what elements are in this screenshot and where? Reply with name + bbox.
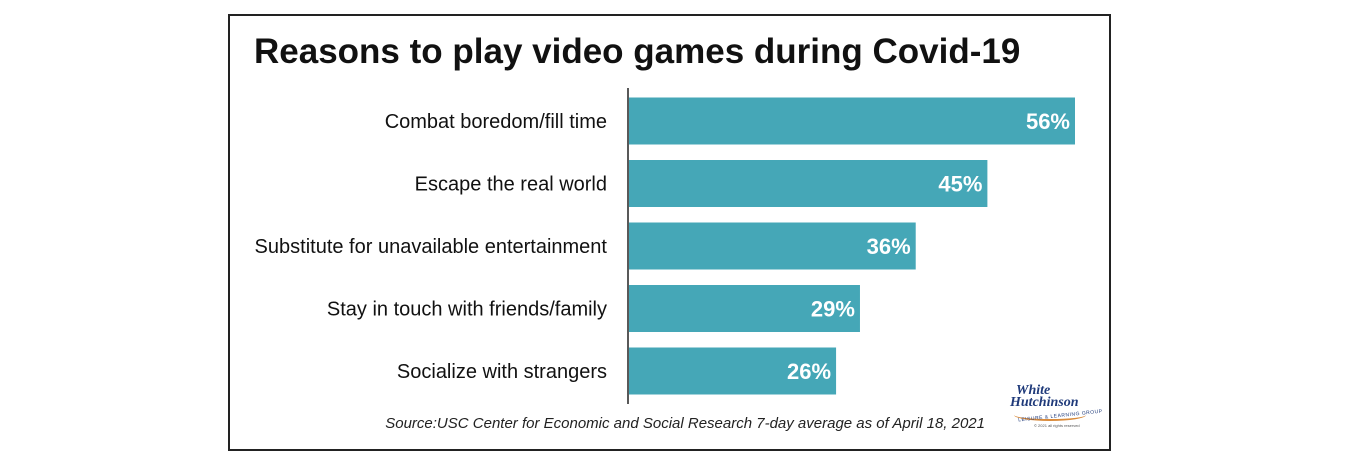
value-label-5: 26%	[787, 359, 831, 384]
category-label-2: Escape the real world	[415, 174, 607, 196]
white-hutchinson-logo: White Hutchinson LEISURE & LEARNING GROU…	[1010, 383, 1103, 434]
bar-4	[629, 285, 860, 332]
value-label-2: 45%	[938, 172, 982, 197]
category-label-1: Combat boredom/fill time	[385, 111, 607, 133]
source-note: Source:USC Center for Economic and Socia…	[385, 415, 985, 432]
category-label-3: Substitute for unavailable entertainment	[255, 236, 608, 258]
logo-copyright: © 2021 all rights reserved	[1034, 423, 1080, 428]
bar-5	[629, 347, 837, 395]
bars-group: Combat boredom/fill time 56% Escape the re…	[255, 97, 1075, 395]
value-label-4: 29%	[811, 297, 855, 322]
bar-2	[629, 160, 988, 207]
value-label-1: 56%	[1026, 109, 1070, 134]
bar-3	[629, 222, 916, 270]
bar-1	[629, 97, 1075, 145]
logo-swoosh-icon	[1014, 409, 1086, 421]
category-label-4: Stay in touch with friends/family	[327, 299, 607, 321]
value-label-3: 36%	[867, 234, 911, 259]
logo-line-1: White	[1016, 383, 1051, 398]
chart-title: Reasons to play video games during Covid…	[254, 32, 1021, 71]
logo-line-2: Hutchinson	[1010, 395, 1079, 410]
category-label-5: Socialize with strangers	[397, 361, 607, 383]
